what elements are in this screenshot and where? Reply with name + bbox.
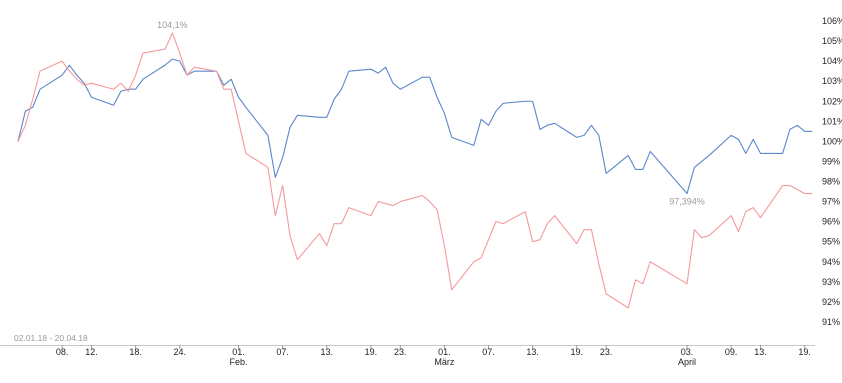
y-tick-label: 96% [822, 217, 840, 227]
series-2-annotation: 104,1% [157, 20, 188, 30]
x-tick-label: 07. [482, 347, 495, 357]
series-line-1 [17, 58, 813, 195]
x-tick-label: 08. [56, 347, 69, 357]
x-tick-label: 07. [276, 347, 289, 357]
y-tick-label: 102% [822, 96, 842, 106]
annotation-layer: 97,394% 104,1% [157, 20, 705, 206]
y-tick-label: 93% [822, 277, 840, 287]
x-tick-label: 09. [725, 347, 738, 357]
x-tick-month-label: März [434, 357, 454, 367]
y-tick-label: 101% [822, 116, 842, 126]
x-tick-label: 18. [129, 347, 142, 357]
series-line-2 [17, 32, 813, 309]
x-tick-label: 24. [173, 347, 186, 357]
x-tick-label: 01. [232, 347, 245, 357]
x-axis: 08. 12. 18. 24. 01.Feb.07. 13. 19. 23. 01.März07… [0, 345, 815, 367]
y-tick-label: 104% [822, 56, 842, 66]
y-axis: 91% 92% 93% 94% 95% 96% 97% 98% 99% 100% 101% 102% 1… [822, 16, 842, 327]
date-range-label: 02.01.18 - 20.04.18 [14, 333, 88, 343]
x-tick-label: 19. [570, 347, 583, 357]
x-tick-label: 13. [321, 347, 334, 357]
y-tick-label: 103% [822, 76, 842, 86]
y-tick-label: 99% [822, 156, 840, 166]
x-tick-label: 23. [600, 347, 613, 357]
y-tick-label: 98% [822, 177, 840, 187]
y-tick-label: 106% [822, 16, 842, 26]
y-tick-label: 105% [822, 36, 842, 46]
x-tick-label: 12. [85, 347, 98, 357]
x-tick-month-label: April [678, 357, 696, 367]
x-tick-label: 23. [394, 347, 407, 357]
y-tick-label: 97% [822, 197, 840, 207]
x-tick-label: 13. [754, 347, 767, 357]
y-tick-label: 100% [822, 136, 842, 146]
y-tick-label: 92% [822, 297, 840, 307]
series-1-annotation: 97,394% [669, 197, 705, 207]
series-layer [17, 32, 813, 309]
x-tick-label: 01. [438, 347, 451, 357]
y-tick-label: 95% [822, 237, 840, 247]
x-tick-label: 19. [365, 347, 378, 357]
x-tick-label: 19. [798, 347, 811, 357]
x-tick-month-label: Feb. [230, 357, 248, 367]
y-tick-label: 94% [822, 257, 840, 267]
y-tick-label: 91% [822, 317, 840, 327]
x-tick-label: 13. [526, 347, 539, 357]
x-tick-label: 03. [681, 347, 694, 357]
